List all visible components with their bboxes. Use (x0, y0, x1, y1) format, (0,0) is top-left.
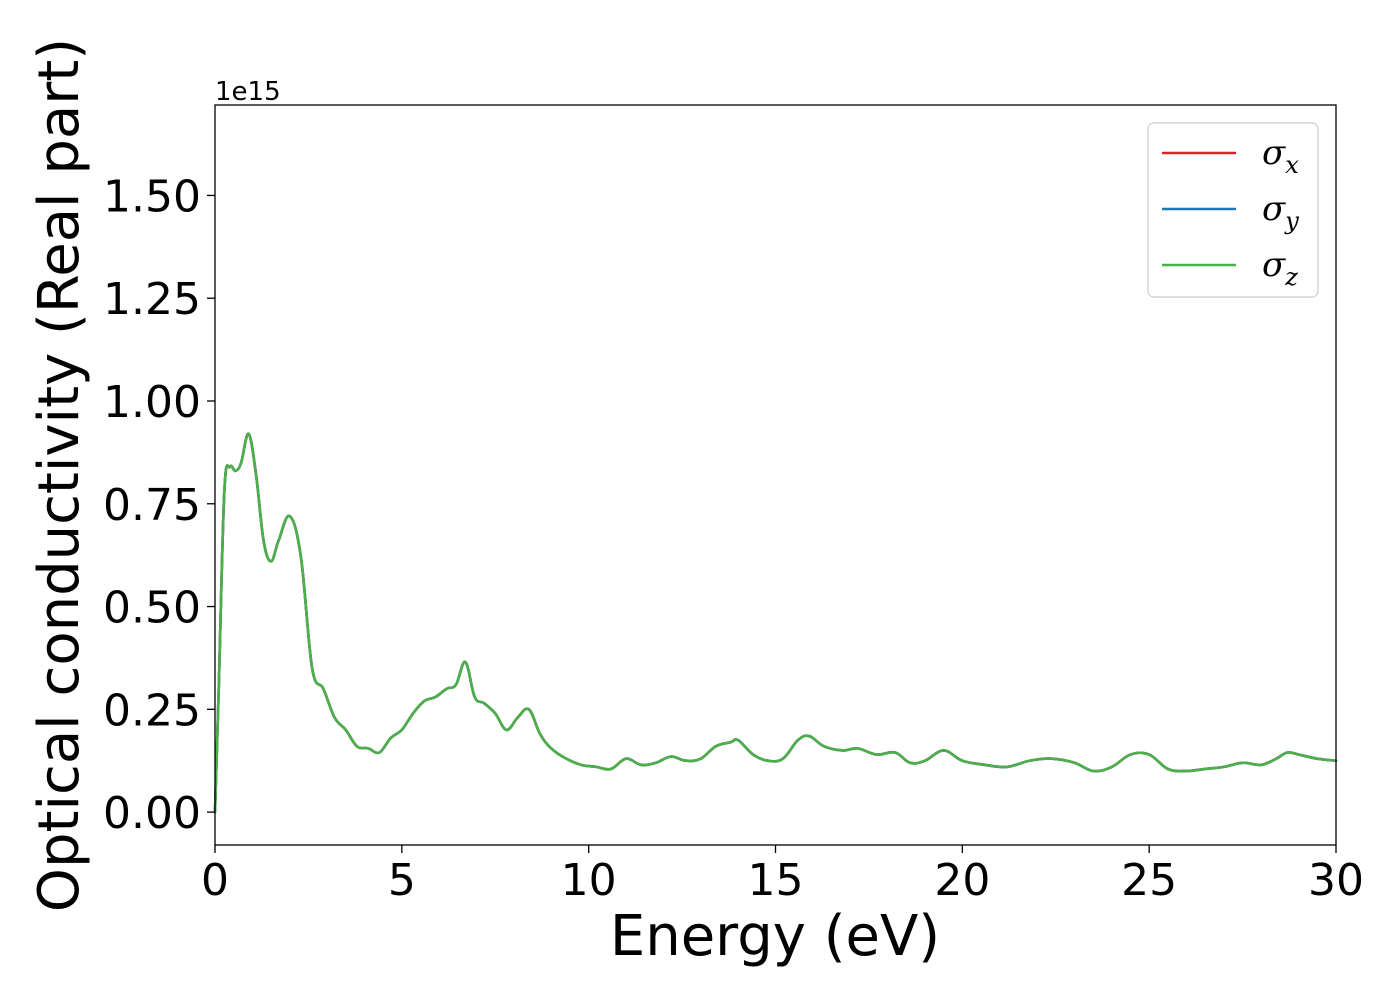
legend-symbol: σ (1262, 189, 1286, 229)
series-line-x (213, 432, 1338, 814)
y-offset-text: 1e15 (215, 77, 281, 107)
legend-label-y: σy (1262, 189, 1299, 235)
y-tick-label: 0.00 (103, 788, 201, 839)
x-tick-label: 5 (388, 855, 416, 906)
x-tick-label: 30 (1308, 855, 1364, 906)
x-tick-label: 10 (561, 855, 617, 906)
y-tick-label: 1.00 (103, 377, 201, 428)
legend-subscript: x (1285, 151, 1299, 179)
y-tick-label: 1.25 (103, 274, 201, 325)
x-tick-label: 20 (934, 855, 990, 906)
y-tick-label: 0.25 (103, 685, 201, 736)
legend-subscript: y (1284, 207, 1299, 235)
legend-label-z: σz (1262, 245, 1298, 291)
x-tick-label: 25 (1121, 855, 1177, 906)
x-axis-ticks: 0 5 10 15 20 25 30 (201, 845, 1364, 906)
x-axis-label: Energy (eV) (610, 904, 940, 969)
y-tick-label: 0.50 (103, 583, 201, 634)
x-tick-label: 15 (748, 855, 804, 906)
y-tick-label: 1.50 (103, 171, 201, 222)
y-tick-label: 0.75 (103, 480, 201, 531)
y-axis-label: Optical conductivity (Real part) (27, 38, 92, 912)
series-layer (213, 432, 1338, 814)
series-line-z (213, 432, 1338, 814)
y-axis-ticks: 0.00 0.25 0.50 0.75 1.00 1.25 1.50 (103, 171, 215, 839)
legend-label-x: σx (1262, 133, 1299, 179)
series-line-y (213, 432, 1338, 814)
legend-symbol: σ (1262, 133, 1286, 173)
x-tick-label: 0 (201, 855, 229, 906)
legend-symbol: σ (1262, 245, 1286, 285)
legend-subscript: z (1284, 263, 1298, 291)
